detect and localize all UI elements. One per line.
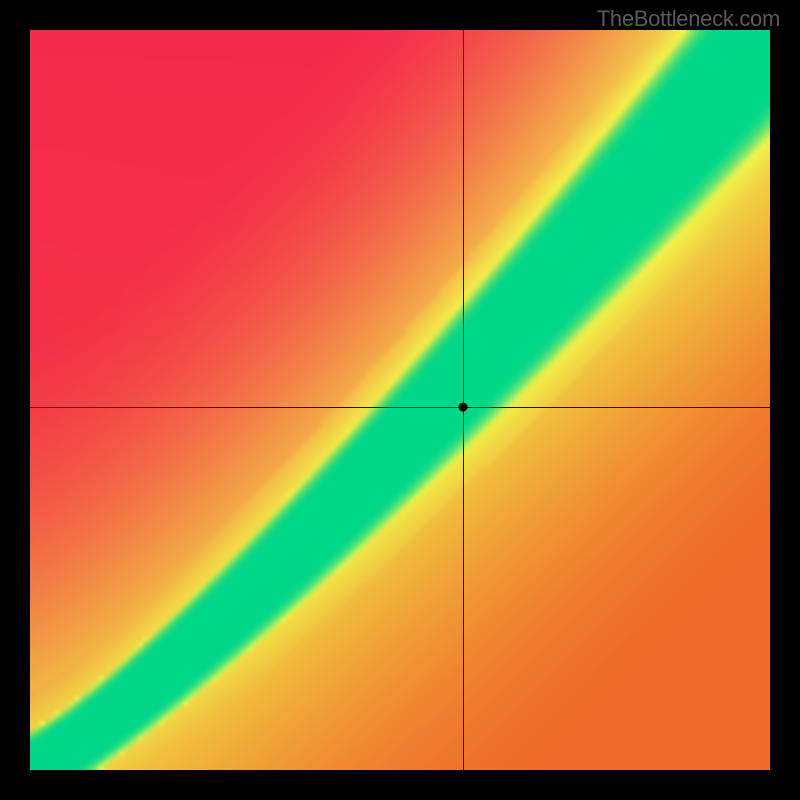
crosshair-horizontal <box>30 407 770 408</box>
heatmap-canvas <box>30 30 770 770</box>
heatmap-plot <box>30 30 770 770</box>
crosshair-vertical <box>463 30 464 770</box>
marker-dot <box>458 403 467 412</box>
watermark-text: TheBottleneck.com <box>597 6 780 32</box>
